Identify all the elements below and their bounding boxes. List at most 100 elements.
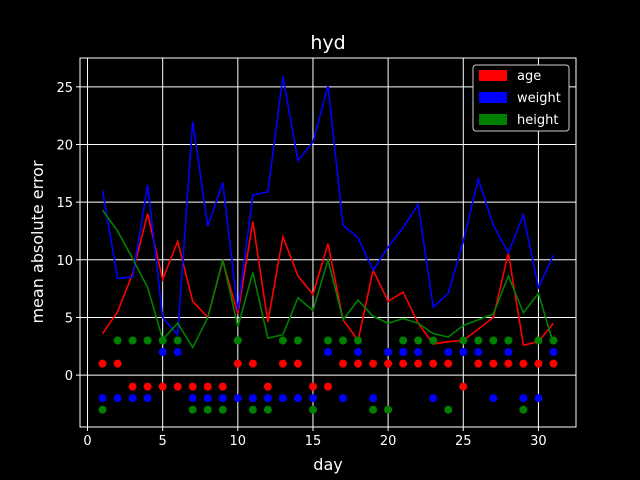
marker-point-weight bbox=[278, 394, 287, 403]
marker-point-age bbox=[173, 382, 182, 391]
marker-point-height bbox=[324, 336, 332, 345]
marker-point-age bbox=[218, 382, 227, 391]
marker-point-height bbox=[248, 405, 257, 414]
marker-point-weight bbox=[98, 394, 107, 403]
x-tick-label: 20 bbox=[380, 434, 397, 449]
marker-point-weight bbox=[504, 348, 513, 357]
marker-point-weight bbox=[293, 394, 302, 403]
marker-point-age bbox=[474, 359, 483, 368]
x-tick-label: 30 bbox=[530, 434, 547, 449]
marker-point-weight bbox=[203, 394, 212, 403]
marker-point-weight bbox=[263, 394, 272, 403]
marker-point-height bbox=[459, 336, 468, 345]
marker-point-height bbox=[519, 405, 528, 414]
x-tick-label: 0 bbox=[83, 434, 91, 449]
marker-point-height bbox=[218, 405, 227, 414]
marker-point-height bbox=[444, 405, 453, 414]
marker-point-height bbox=[113, 336, 122, 345]
marker-point-age bbox=[384, 359, 393, 368]
marker-point-age bbox=[128, 382, 137, 391]
marker-point-age bbox=[399, 359, 408, 368]
marker-point-height bbox=[233, 336, 242, 345]
series-line-age bbox=[101, 213, 555, 347]
marker-point-weight bbox=[414, 348, 423, 357]
marker-point-height bbox=[293, 336, 302, 345]
marker-point-age bbox=[549, 359, 558, 368]
marker-point-weight bbox=[489, 394, 498, 403]
marker-point-weight bbox=[308, 394, 317, 403]
marker-point-age bbox=[188, 382, 197, 391]
marker-point-height bbox=[489, 336, 498, 345]
marker-point-age bbox=[98, 359, 107, 368]
marker-point-age bbox=[459, 382, 468, 391]
marker-point-height bbox=[504, 336, 513, 345]
marker-point-age bbox=[369, 359, 378, 368]
marker-point-height bbox=[354, 336, 363, 345]
y-tick-label: 25 bbox=[56, 81, 73, 96]
marker-point-age bbox=[233, 359, 242, 368]
series-age bbox=[98, 213, 558, 391]
marker-point-height bbox=[263, 405, 272, 414]
marker-point-weight bbox=[218, 394, 227, 403]
marker-point-height bbox=[534, 336, 543, 345]
marker-point-height bbox=[384, 405, 393, 414]
marker-point-age bbox=[113, 359, 122, 368]
marker-point-height bbox=[429, 336, 438, 345]
marker-point-weight bbox=[459, 348, 468, 357]
legend-swatch-height bbox=[479, 114, 507, 125]
y-axis-label: mean absolute error bbox=[28, 160, 47, 323]
marker-point-age bbox=[158, 382, 167, 391]
marker-point-weight bbox=[339, 394, 348, 403]
marker-point-weight bbox=[549, 348, 558, 357]
marker-point-weight bbox=[444, 348, 453, 357]
chart-title: hyd bbox=[310, 32, 345, 54]
marker-point-height bbox=[399, 336, 408, 345]
x-tick-label: 15 bbox=[305, 434, 322, 449]
marker-point-age bbox=[444, 359, 453, 368]
marker-point-weight bbox=[474, 348, 483, 357]
marker-point-age bbox=[429, 359, 438, 368]
marker-point-weight bbox=[128, 394, 137, 403]
y-tick-label: 15 bbox=[56, 196, 73, 211]
series-layer bbox=[98, 76, 558, 414]
axis-ticks: 0 5 10 15 20 25 30 0 5 10 15 20 25 bbox=[56, 81, 546, 449]
marker-point-height bbox=[128, 336, 137, 345]
marker-point-age bbox=[263, 382, 272, 391]
marker-point-age bbox=[339, 359, 348, 368]
marker-point-height bbox=[308, 405, 317, 414]
marker-point-height bbox=[203, 405, 212, 414]
marker-point-weight bbox=[384, 348, 393, 357]
y-tick-label: 0 bbox=[65, 369, 73, 384]
marker-point-age bbox=[278, 359, 287, 368]
marker-point-height bbox=[474, 336, 483, 345]
y-tick-label: 10 bbox=[56, 254, 73, 269]
marker-point-weight bbox=[429, 394, 438, 403]
marker-point-weight bbox=[369, 394, 378, 403]
marker-point-height bbox=[369, 405, 378, 414]
marker-point-weight bbox=[188, 394, 197, 403]
series-line-weight bbox=[101, 76, 555, 337]
marker-point-age bbox=[248, 359, 257, 368]
marker-point-height bbox=[278, 336, 287, 345]
marker-point-height bbox=[143, 336, 152, 345]
marker-point-height bbox=[188, 405, 197, 414]
plot-frame bbox=[79, 57, 577, 428]
marker-point-age bbox=[489, 359, 498, 368]
marker-point-height bbox=[173, 336, 182, 345]
marker-point-weight bbox=[113, 394, 122, 403]
marker-point-weight bbox=[158, 348, 167, 357]
legend-swatch-weight bbox=[479, 92, 507, 103]
marker-point-height bbox=[158, 336, 167, 345]
marker-point-age bbox=[203, 382, 212, 391]
marker-point-age bbox=[143, 382, 152, 391]
marker-point-age bbox=[534, 359, 543, 368]
series-height bbox=[98, 209, 558, 414]
x-tick-label: 5 bbox=[159, 434, 167, 449]
legend: age weight height bbox=[472, 64, 570, 132]
marker-point-weight bbox=[233, 394, 242, 403]
marker-point-weight bbox=[173, 348, 182, 357]
marker-point-weight bbox=[354, 348, 363, 357]
series-line-height bbox=[101, 209, 555, 350]
marker-point-age bbox=[324, 382, 332, 391]
